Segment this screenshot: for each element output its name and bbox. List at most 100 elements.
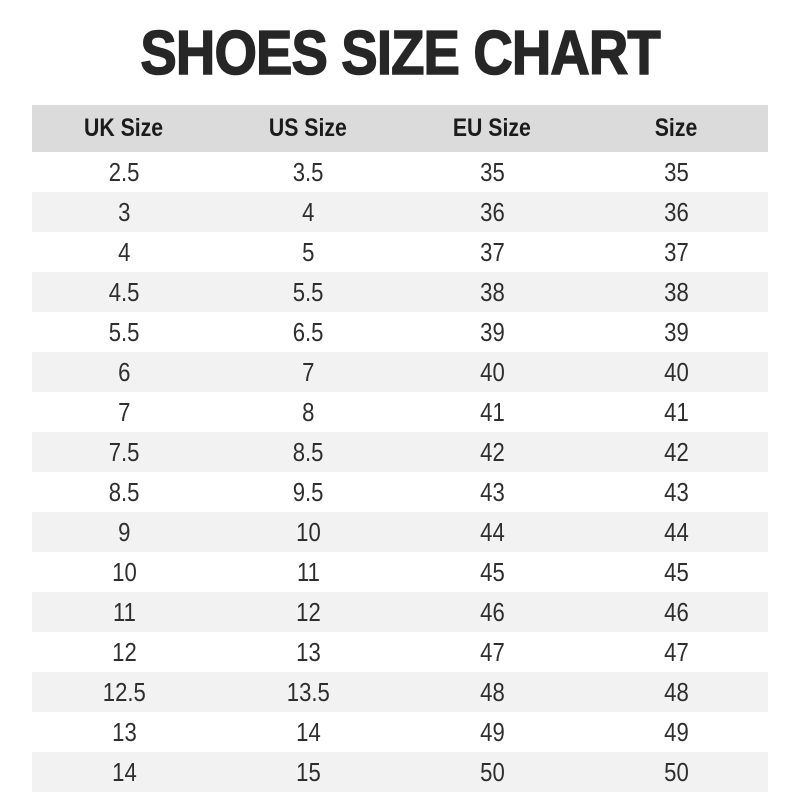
table-cell: 9 (32, 517, 216, 548)
table-cell-value: 46 (479, 596, 505, 627)
table-cell: 8 (216, 397, 400, 428)
table-cell-value: 13 (295, 636, 321, 667)
table-cell: 46 (584, 597, 768, 628)
table-cell: 10 (32, 557, 216, 588)
table-cell: 35 (584, 157, 768, 188)
table-cell-value: 8.5 (292, 436, 324, 467)
table-cell: 42 (584, 437, 768, 468)
table-cell-value: 48 (479, 676, 505, 707)
table-cell-value: 40 (479, 356, 505, 387)
column-header-label: UK Size (84, 114, 164, 142)
table-cell-value: 42 (663, 436, 689, 467)
table-cell-value: 50 (663, 756, 689, 787)
table-cell-value: 4 (117, 236, 131, 267)
table-row: 12.5 13.5 48 48 (32, 672, 768, 712)
table-cell-value: 38 (663, 276, 689, 307)
table-cell: 38 (584, 277, 768, 308)
table-cell: 45 (400, 557, 584, 588)
table-row: 11 12 46 46 (32, 592, 768, 632)
table-cell-value: 47 (479, 636, 505, 667)
table-cell-value: 49 (663, 716, 689, 747)
table-cell: 45 (584, 557, 768, 588)
table-cell-value: 12.5 (102, 676, 146, 707)
table-cell: 40 (400, 357, 584, 388)
table-cell: 11 (216, 557, 400, 588)
table-cell: 37 (400, 237, 584, 268)
table-cell: 11 (32, 597, 216, 628)
table-cell-value: 44 (479, 516, 505, 547)
table-cell: 6.5 (216, 317, 400, 348)
table-cell-value: 12 (295, 596, 321, 627)
table-cell-value: 13.5 (286, 676, 330, 707)
table-cell: 38 (400, 277, 584, 308)
table-cell-value: 2.5 (108, 156, 140, 187)
column-header-label: US Size (269, 114, 347, 142)
table-cell: 9.5 (216, 477, 400, 508)
table-cell-value: 37 (663, 236, 689, 267)
table-cell: 4 (216, 197, 400, 228)
table-cell: 46 (400, 597, 584, 628)
table-row: 8.5 9.5 43 43 (32, 472, 768, 512)
table-cell-value: 7.5 (108, 436, 140, 467)
table-cell-value: 3.5 (292, 156, 324, 187)
column-header: US Size (216, 114, 400, 143)
table-cell: 2.5 (32, 157, 216, 188)
table-cell: 8.5 (216, 437, 400, 468)
table-cell-value: 49 (479, 716, 505, 747)
column-header: Size (584, 114, 768, 143)
table-row: 4.5 5.5 38 38 (32, 272, 768, 312)
table-body: 2.5 3.5 35 35 3 4 36 36 4 5 37 37 4.5 5.5 38 38 5.5 6.5 39… (32, 152, 768, 792)
table-row: 5.5 6.5 39 39 (32, 312, 768, 352)
table-cell-value: 44 (663, 516, 689, 547)
column-header-label: EU Size (453, 114, 531, 142)
table-cell-value: 41 (663, 396, 689, 427)
table-cell-value: 35 (663, 156, 689, 187)
table-cell: 7 (32, 397, 216, 428)
table-cell-value: 35 (479, 156, 505, 187)
table-cell: 7 (216, 357, 400, 388)
table-cell: 39 (400, 317, 584, 348)
table-cell-value: 42 (479, 436, 505, 467)
table-cell: 4 (32, 237, 216, 268)
table-cell: 13.5 (216, 677, 400, 708)
table-cell-value: 48 (663, 676, 689, 707)
table-cell-value: 6 (117, 356, 131, 387)
table-row: 7.5 8.5 42 42 (32, 432, 768, 472)
table-cell-value: 4 (301, 196, 315, 227)
table-cell: 41 (584, 397, 768, 428)
table-cell: 12 (32, 637, 216, 668)
table-cell-value: 11 (112, 596, 136, 627)
table-cell-value: 4.5 (108, 276, 140, 307)
table-cell: 37 (584, 237, 768, 268)
table-cell: 3 (32, 197, 216, 228)
table-cell-value: 50 (479, 756, 505, 787)
table-cell: 49 (400, 717, 584, 748)
table-cell-value: 43 (663, 476, 689, 507)
table-cell: 42 (400, 437, 584, 468)
table-cell: 36 (400, 197, 584, 228)
page-title-text: SHOES SIZE CHART (140, 19, 662, 88)
table-row: 4 5 37 37 (32, 232, 768, 272)
table-row: 13 14 49 49 (32, 712, 768, 752)
table-cell: 47 (584, 637, 768, 668)
table-cell-value: 39 (663, 316, 689, 347)
table-header-row: UK Size US Size EU Size Size (32, 105, 768, 152)
size-conversion-table: UK Size US Size EU Size Size 2.5 3.5 35 35 3 4 36… (32, 105, 768, 792)
table-cell-value: 6.5 (292, 316, 324, 347)
page-title: SHOES SIZE CHART (0, 0, 800, 88)
table-cell-value: 37 (479, 236, 505, 267)
table-cell-value: 15 (295, 756, 321, 787)
table-cell: 49 (584, 717, 768, 748)
table-row: 7 8 41 41 (32, 392, 768, 432)
table-row: 6 7 40 40 (32, 352, 768, 392)
table-cell: 47 (400, 637, 584, 668)
table-cell: 12.5 (32, 677, 216, 708)
table-cell-value: 14 (111, 756, 137, 787)
table-cell-value: 10 (111, 556, 137, 587)
table-cell: 5.5 (216, 277, 400, 308)
table-cell: 5 (216, 237, 400, 268)
table-cell: 50 (584, 757, 768, 788)
table-cell-value: 10 (295, 516, 321, 547)
table-cell-value: 3 (117, 196, 131, 227)
table-row: 3 4 36 36 (32, 192, 768, 232)
